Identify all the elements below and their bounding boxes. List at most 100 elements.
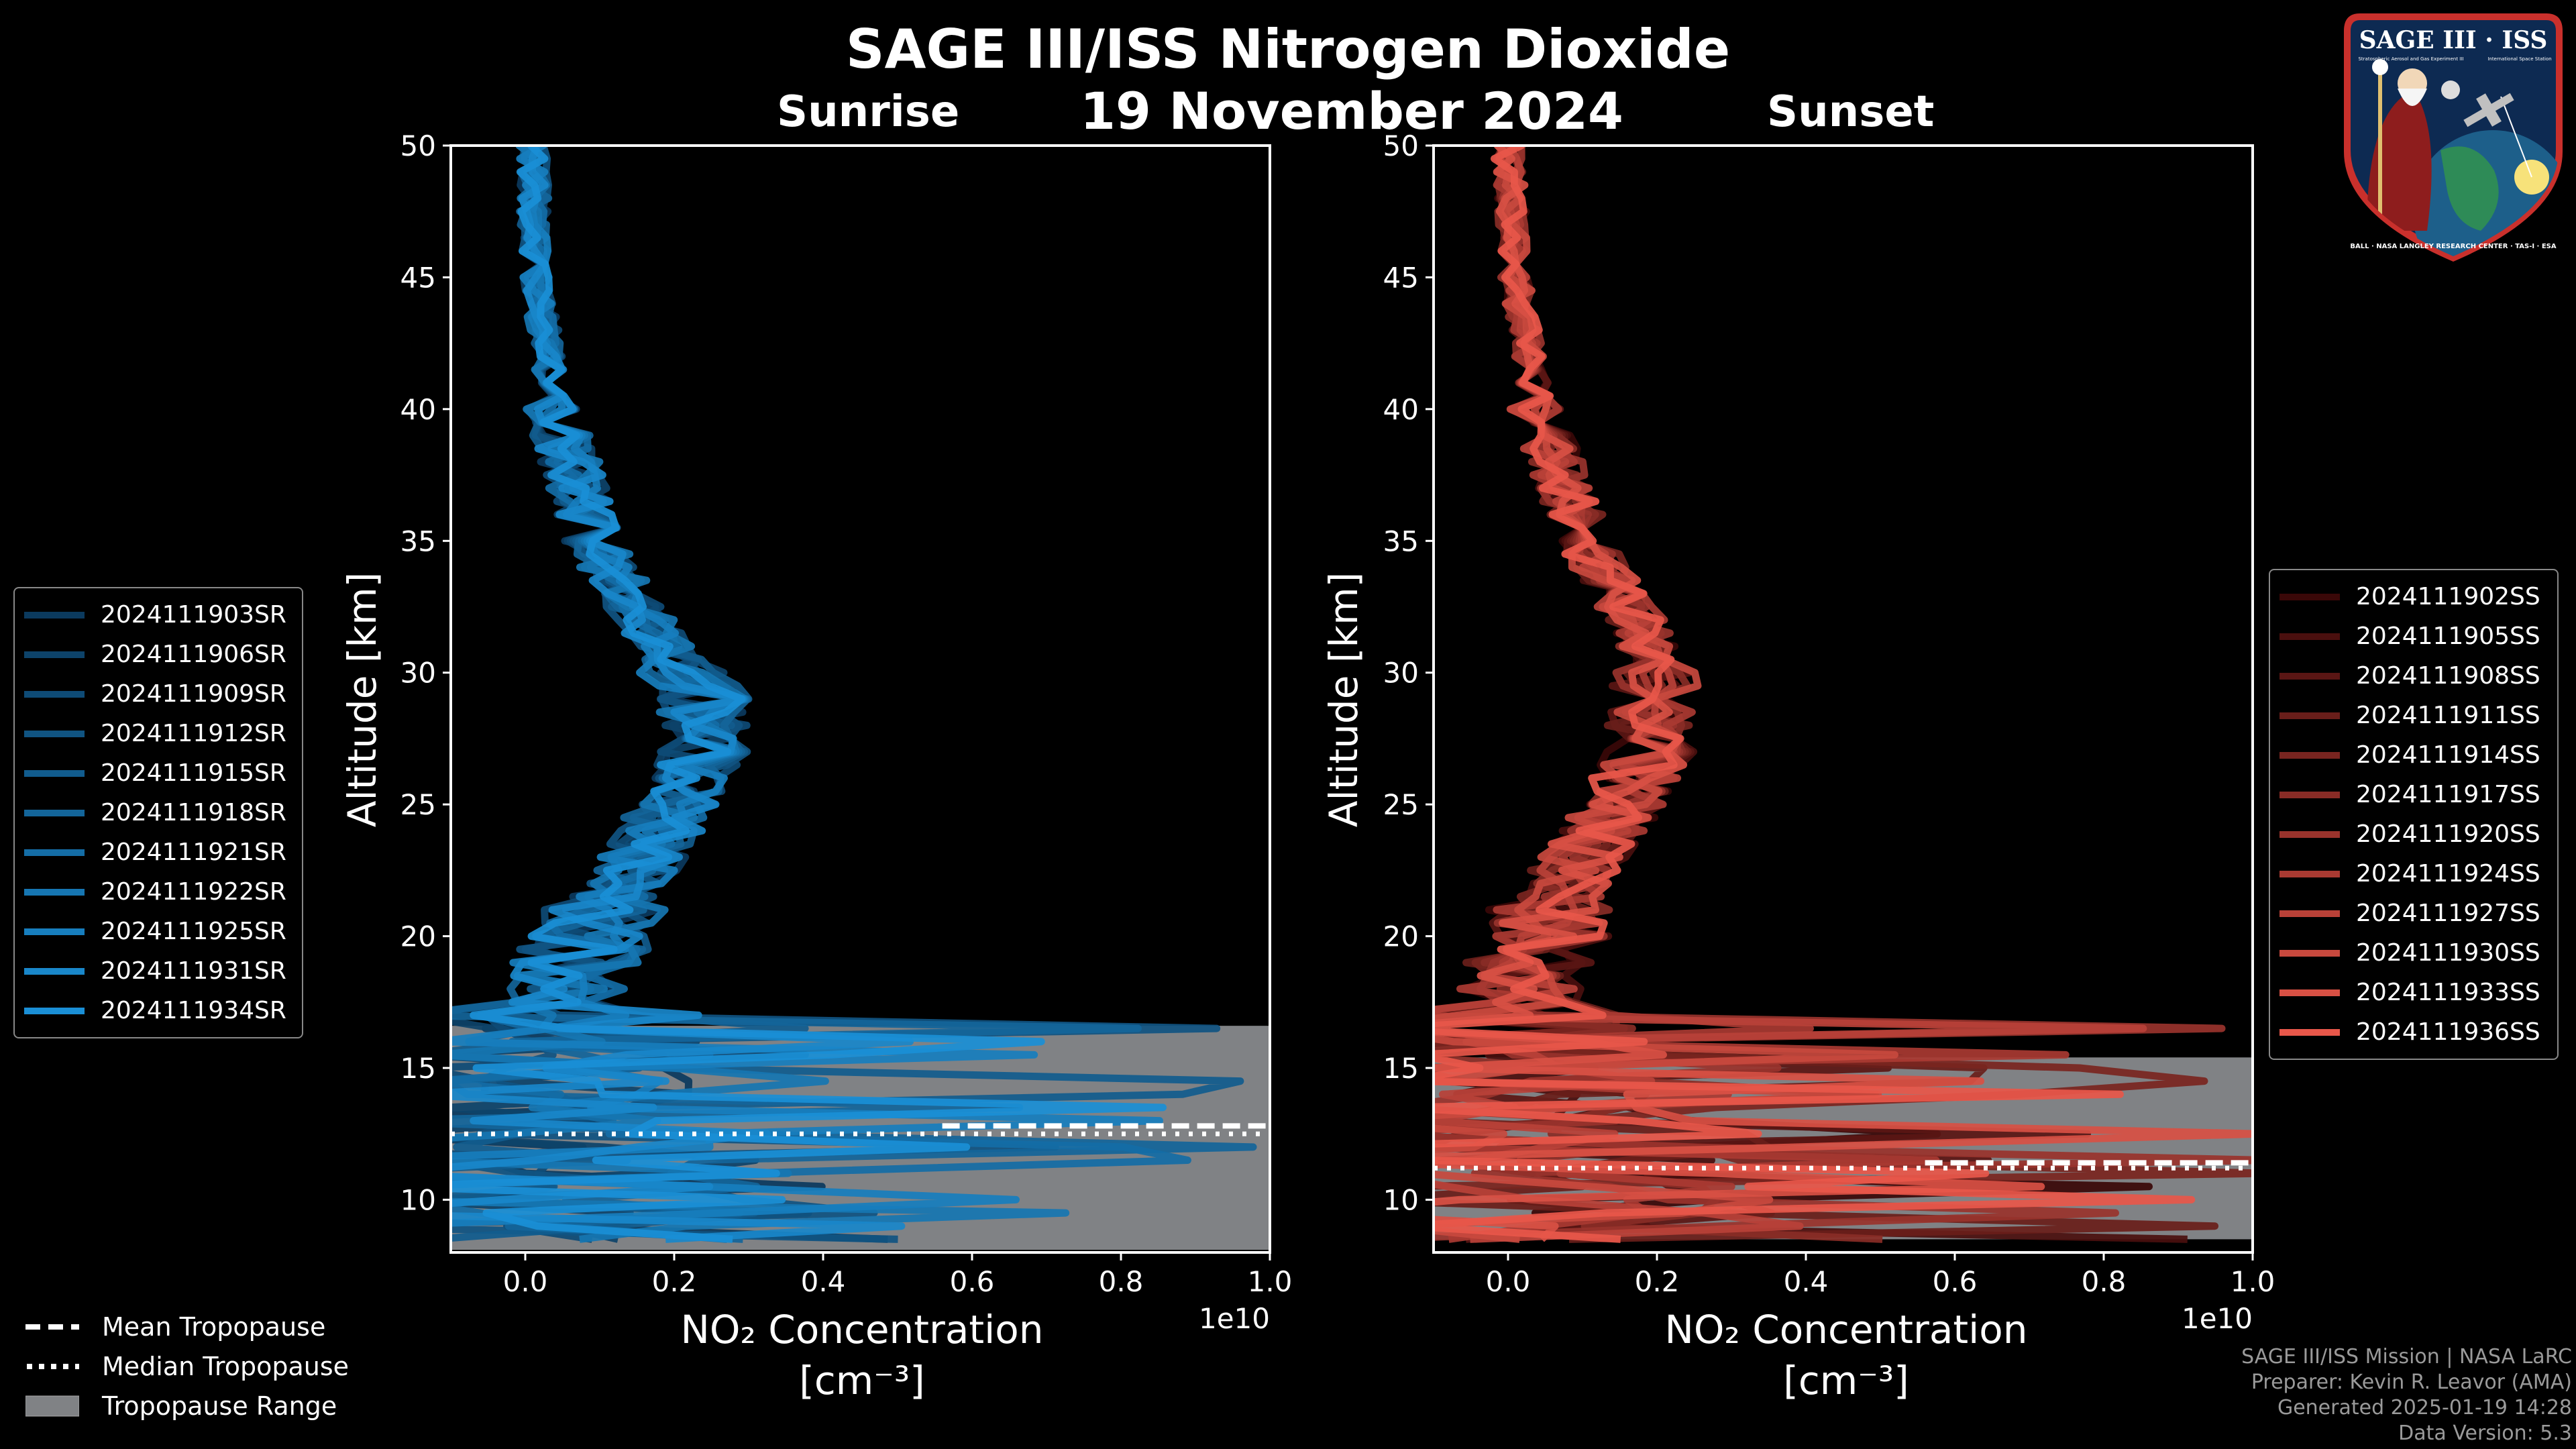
- sunset-legend-entry: 2024111930SS: [2279, 933, 2548, 973]
- sunrise-x-axis-label-line2: [cm⁻³]: [799, 1358, 925, 1403]
- logo-subtitle-right: International Space Station: [2487, 56, 2551, 62]
- sunrise-legend: 2024111903SR 2024111906SR 2024111909SR 2024…: [13, 587, 303, 1038]
- sunrise-legend-entry: 2024111921SR: [24, 833, 292, 872]
- legend-swatch: [2279, 791, 2340, 798]
- sunset-x-tick-label: 0.0: [1486, 1265, 1531, 1298]
- sunrise-plot-area: [451, 146, 1270, 1250]
- legend-swatch: [2279, 751, 2340, 759]
- sunrise-legend-entry: 2024111922SR: [24, 872, 292, 912]
- legend-label: 2024111917SS: [2356, 781, 2540, 808]
- sunrise-legend-entry: 2024111903SR: [24, 595, 292, 635]
- sunrise-y-tick-label: 40: [400, 393, 436, 426]
- credit-generated: Generated 2025-01-19 14:28: [2277, 1396, 2572, 1420]
- legend-label-tropopause-range: Tropopause Range: [102, 1391, 337, 1421]
- chart-title: SAGE III/ISS Nitrogen Dioxide: [845, 18, 1731, 80]
- legend-label-mean-tropopause: Mean Tropopause: [102, 1311, 326, 1342]
- legend-swatch: [2279, 830, 2340, 838]
- sunset-legend-entry: 2024111933SS: [2279, 973, 2548, 1012]
- sunset-x-offset-label: 1e10: [2182, 1302, 2253, 1335]
- sunset-y-tick-label: 30: [1383, 657, 1419, 690]
- sunrise-y-tick-label: 10: [400, 1183, 436, 1216]
- sunset-plot-area: [1434, 146, 2253, 1243]
- legend-swatch: [24, 611, 85, 619]
- sage-iii-iss-mission-logo: SAGE III · ISS Stratospheric Aerosol and…: [2344, 13, 2563, 262]
- sunset-panel-title: Sunset: [1767, 87, 1935, 137]
- legend-label: 2024111902SS: [2356, 583, 2540, 610]
- legend-swatch: [24, 769, 85, 777]
- sunrise-legend-entry: 2024111909SR: [24, 674, 292, 714]
- sunrise-legend-entry: 2024111925SR: [24, 912, 292, 951]
- sunset-legend-entry: 2024111902SS: [2279, 577, 2548, 616]
- legend-label: 2024111930SS: [2356, 939, 2540, 967]
- logo-subtitle-left: Stratospheric Aerosol and Gas Experiment…: [2358, 56, 2463, 62]
- legend-entry-tropopause-range: Tropopause Range: [25, 1386, 349, 1426]
- legend-label: 2024111918SR: [101, 799, 286, 826]
- legend-label: 2024111936SS: [2356, 1018, 2540, 1046]
- sunset-profile-line: [1434, 146, 2253, 1241]
- legend-swatch: [24, 730, 85, 737]
- sunset-profile-line: [1434, 146, 2070, 1243]
- sunset-x-tick-label: 1.0: [2231, 1265, 2275, 1298]
- sunrise-panel-title: Sunrise: [777, 87, 960, 137]
- legend-swatch: [2279, 1028, 2340, 1036]
- sunset-legend-entry: 2024111924SS: [2279, 854, 2548, 894]
- sunrise-y-tick-label: 25: [400, 788, 436, 821]
- sunset-x-axis-label-line1: NO₂ Concentration: [1664, 1307, 2027, 1352]
- sunset-legend-entry: 2024111927SS: [2279, 894, 2548, 933]
- sunset-legend-entry: 2024111905SS: [2279, 616, 2548, 656]
- sunset-y-tick-label: 50: [1383, 129, 1419, 162]
- sunset-y-tick-label: 20: [1383, 920, 1419, 953]
- sunset-legend: 2024111902SS 2024111905SS 2024111908SS 2024…: [2269, 569, 2559, 1060]
- sunrise-legend-entry: 2024111906SR: [24, 635, 292, 674]
- range-swatch: [25, 1395, 79, 1416]
- legend-swatch: [24, 690, 85, 698]
- sunrise-x-tick-label: 0.4: [801, 1265, 846, 1298]
- sunrise-y-tick-label: 15: [400, 1052, 436, 1085]
- sunrise-profile-line: [451, 146, 914, 1243]
- sunrise-axes-frame: [449, 144, 1271, 1254]
- sunrise-legend-entry: 2024111934SR: [24, 991, 292, 1030]
- legend-entry-median-tropopause: Median Tropopause: [25, 1346, 349, 1386]
- sunrise-x-tick-label: 0.6: [950, 1265, 995, 1298]
- legend-swatch: [2279, 949, 2340, 957]
- dashed-line-sample: [25, 1324, 79, 1330]
- legend-label: 2024111903SR: [101, 601, 286, 629]
- sunrise-y-tick-label: 45: [400, 261, 436, 294]
- sunrise-x-tick-label: 0.8: [1099, 1265, 1144, 1298]
- legend-label: 2024111909SR: [101, 680, 286, 708]
- chart-date: 19 November 2024: [1080, 81, 1623, 141]
- sunset-legend-entry: 2024111914SS: [2279, 735, 2548, 775]
- legend-label: 2024111905SS: [2356, 623, 2540, 650]
- legend-label: 2024111914SS: [2356, 741, 2540, 769]
- legend-swatch: [24, 888, 85, 896]
- sunset-x-axis-label-line2: [cm⁻³]: [1783, 1358, 1909, 1403]
- sunset-legend-entry: 2024111936SS: [2279, 1012, 2548, 1052]
- legend-swatch: [24, 1007, 85, 1014]
- credits: SAGE III/ISS Mission | NASA LaRC Prepare…: [2241, 1344, 2572, 1446]
- logo-title: SAGE III · ISS: [2359, 26, 2548, 54]
- sunrise-legend-entry: 2024111915SR: [24, 753, 292, 793]
- legend-label: 2024111933SS: [2356, 979, 2540, 1006]
- sunset-panel: Altitude [km] NO₂ Concentration [cm⁻³] 1…: [1321, 129, 2275, 1403]
- credit-preparer: Preparer: Kevin R. Leavor (AMA): [2251, 1371, 2572, 1395]
- credit-mission: SAGE III/ISS Mission | NASA LaRC: [2241, 1345, 2572, 1368]
- credit-data-version: Data Version: 5.3: [2398, 1421, 2572, 1446]
- sunrise-x-tick-label: 1.0: [1248, 1265, 1293, 1298]
- sunrise-y-tick-label: 20: [400, 920, 436, 953]
- sunrise-x-tick-label: 0.2: [652, 1265, 697, 1298]
- sunset-axes-frame: [1432, 144, 2254, 1254]
- legend-label: 2024111906SR: [101, 641, 286, 668]
- legend-label: 2024111924SS: [2356, 860, 2540, 888]
- sunset-legend-entry: 2024111917SS: [2279, 775, 2548, 814]
- sunrise-y-tick-label: 35: [400, 525, 436, 557]
- legend-swatch: [2279, 712, 2340, 719]
- legend-swatch: [2279, 989, 2340, 996]
- legend-label: 2024111934SR: [101, 997, 286, 1024]
- logo-ring-text: BALL · NASA LANGLEY RESEARCH CENTER · TA…: [2350, 243, 2557, 250]
- legend-swatch: [24, 809, 85, 816]
- sunset-legend-entry: 2024111920SS: [2279, 814, 2548, 854]
- sunset-y-tick-label: 15: [1383, 1052, 1419, 1085]
- legend-label: 2024111925SR: [101, 918, 286, 945]
- legend-entry-mean-tropopause: Mean Tropopause: [25, 1307, 349, 1346]
